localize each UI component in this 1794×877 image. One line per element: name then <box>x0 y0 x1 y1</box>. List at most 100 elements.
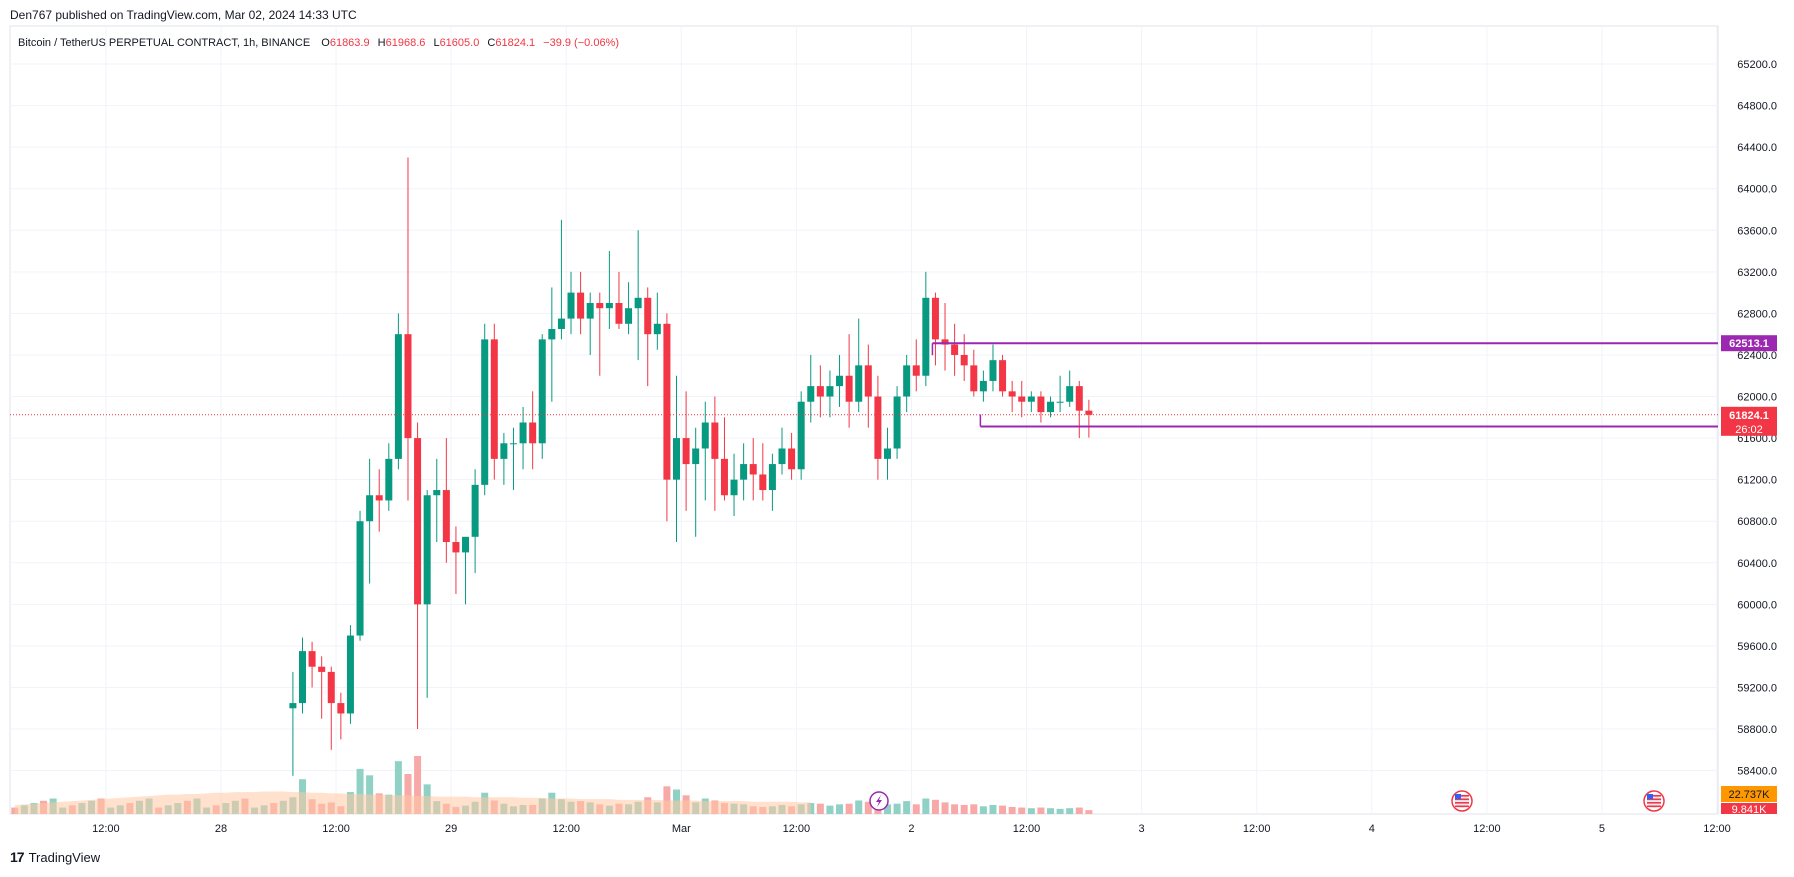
low-value: 61605.0 <box>440 37 480 49</box>
candle-body <box>605 303 613 309</box>
symbol-title: Bitcoin / TetherUS PERPETUAL CONTRACT, 1… <box>18 37 310 49</box>
candle-body <box>673 438 681 480</box>
candle-body <box>749 464 757 475</box>
candle-body <box>1056 401 1064 403</box>
legend: Bitcoin / TetherUS PERPETUAL CONTRACT, 1… <box>18 37 619 49</box>
candle-body <box>490 339 498 459</box>
y-tick-label: 59600.0 <box>1737 641 1777 653</box>
us-flag-icon-canton <box>1455 794 1461 799</box>
lightning-icon-bolt <box>876 795 882 807</box>
plot-border <box>9 25 1719 815</box>
volume-bar <box>356 768 364 814</box>
last-price-tag <box>1721 406 1777 436</box>
candle-body <box>855 365 863 402</box>
candle-body <box>1027 396 1035 402</box>
volume-bar <box>826 805 834 814</box>
axis-layer: 65200.0 64800.0 64400.0 64000.0 63600.0 63200… <box>92 59 1777 835</box>
candle-body <box>768 464 776 491</box>
x-tick-label: 3 <box>1139 823 1145 835</box>
x-tick-label: 12:00 <box>783 823 811 835</box>
candle-body <box>634 297 642 309</box>
candle-body <box>577 292 585 319</box>
candle-body <box>778 448 786 465</box>
us-flag-icon-stripe <box>1647 805 1661 808</box>
candle-body <box>433 490 441 496</box>
candle-body <box>462 536 470 553</box>
candle-body <box>289 703 297 709</box>
x-tick-label: 28 <box>215 823 227 835</box>
tradingview-logo[interactable]: 17 TradingView <box>10 849 100 865</box>
x-tick-label: 12:00 <box>1473 823 1501 835</box>
candle-body <box>327 671 335 704</box>
volume-bar <box>864 801 872 814</box>
candle-body <box>883 448 891 459</box>
candle-body <box>653 323 661 335</box>
volume-bar <box>970 804 978 814</box>
candle-body <box>797 401 805 470</box>
volume-bar <box>893 803 901 814</box>
candle-body <box>481 339 489 485</box>
volume-bar <box>979 806 987 814</box>
volume-bar <box>836 804 844 814</box>
candle-body <box>548 328 556 340</box>
candle-body <box>931 297 939 340</box>
us-flag-icon-stripe <box>1455 802 1469 804</box>
y-tick-label: 64400.0 <box>1737 142 1777 154</box>
candle-body <box>979 380 987 392</box>
high-label: H <box>378 37 386 49</box>
candle-body <box>452 542 460 553</box>
volume-bar <box>922 798 930 814</box>
candle-body <box>807 386 815 402</box>
event-marker-layer[interactable] <box>869 790 1665 812</box>
y-tick-label: 62800.0 <box>1737 308 1777 320</box>
candle-body <box>346 635 354 714</box>
us-flag-icon[interactable] <box>1643 790 1665 812</box>
candle-body <box>423 495 431 605</box>
candle-body <box>586 303 594 319</box>
candle-body <box>538 339 546 444</box>
x-tick-label: 12:00 <box>322 823 350 835</box>
volume-bar <box>931 799 939 814</box>
candle-body <box>711 422 719 459</box>
y-tick-label: 63600.0 <box>1737 225 1777 237</box>
candle-body <box>893 396 901 449</box>
candle-body <box>720 458 728 496</box>
level-price-label: 62513.1 <box>1729 338 1769 350</box>
volume-bar <box>941 802 949 814</box>
x-tick-label: 12:00 <box>1243 823 1271 835</box>
volume-bar <box>951 804 959 814</box>
candle-body <box>836 375 844 387</box>
y-tick-label: 59200.0 <box>1737 682 1777 694</box>
y-tick-label: 60000.0 <box>1737 599 1777 611</box>
candle-body <box>903 365 911 397</box>
us-flag-icon[interactable] <box>1451 790 1473 812</box>
candle-body <box>826 386 834 397</box>
volume-bar <box>816 803 824 814</box>
candle-body <box>692 448 700 465</box>
candle-body <box>509 443 517 445</box>
candle-body <box>308 651 316 667</box>
x-tick-label: 12:00 <box>92 823 120 835</box>
x-tick-label: 2 <box>908 823 914 835</box>
volume-bar <box>855 800 863 814</box>
candle-body <box>625 308 633 324</box>
lightning-icon[interactable] <box>869 791 889 811</box>
candle-body <box>519 422 527 444</box>
candle-body <box>960 354 968 366</box>
y-tick-label: 60400.0 <box>1737 558 1777 570</box>
volume-bar <box>366 775 374 814</box>
volume-ma-label: 22.737K <box>1729 789 1771 801</box>
high-value: 61968.6 <box>386 37 426 49</box>
volume-tag <box>1721 803 1777 814</box>
x-tick-label: 29 <box>445 823 457 835</box>
change-value: −39.9 (−0.06%) <box>543 37 619 49</box>
close-value: 61824.1 <box>495 37 535 49</box>
us-flag-icon-stripe <box>1647 795 1661 797</box>
us-flag-icon-stripe <box>1455 798 1469 801</box>
candle-body <box>970 365 978 392</box>
volume-bar <box>1027 808 1035 814</box>
publish-info: Den767 published on TradingView.com, Mar… <box>10 8 357 22</box>
y-tick-label: 61200.0 <box>1737 475 1777 487</box>
candle-body <box>394 334 402 459</box>
